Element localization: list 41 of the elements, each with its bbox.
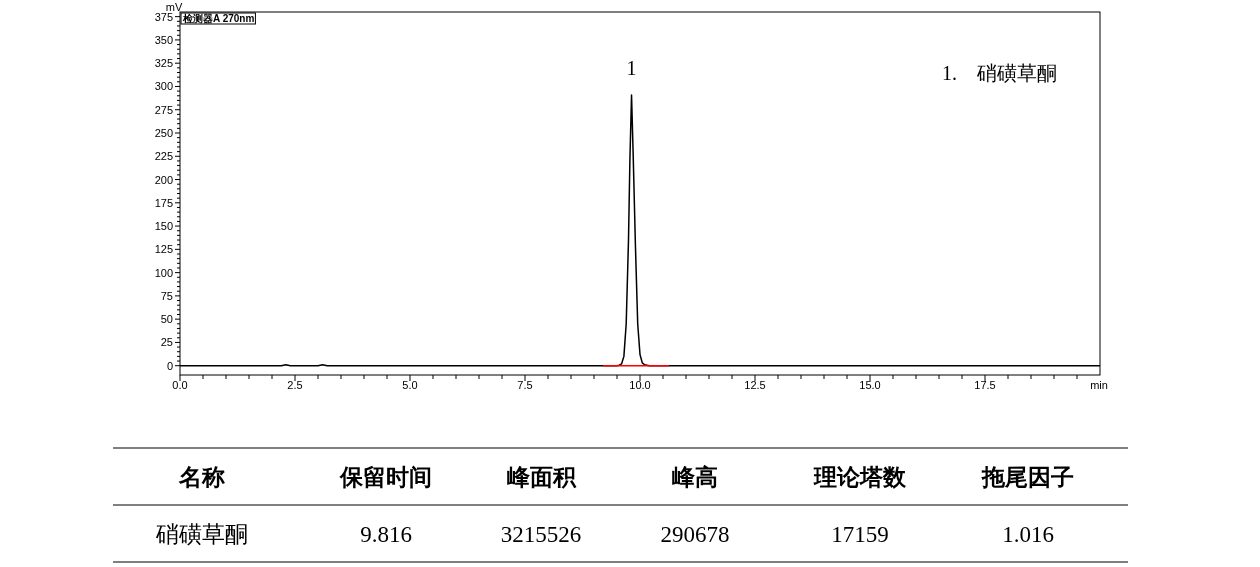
y-tick-label: 375 xyxy=(154,10,173,23)
x-tick-label: 15.0 xyxy=(859,379,881,391)
text: 17159 xyxy=(831,522,889,547)
y-tick-label: 350 xyxy=(154,33,173,46)
y-axis-title: mV xyxy=(165,1,183,13)
y-tick-label: 200 xyxy=(154,173,173,186)
y-tick-label: 225 xyxy=(154,150,173,163)
text: 3215526 xyxy=(500,522,582,547)
x-tick-label: 0.0 xyxy=(172,379,188,391)
y-tick-label: 25 xyxy=(160,336,173,349)
annotation: 检测器A 270nm xyxy=(182,13,255,24)
text: 峰面积 xyxy=(506,464,577,490)
y-tick-label: 50 xyxy=(160,313,173,326)
x-tick-label: 12.5 xyxy=(744,379,766,391)
y-tick-label: 0 xyxy=(166,359,173,372)
annotation: 1 xyxy=(626,57,637,80)
y-tick-label: 325 xyxy=(154,57,173,70)
y-tick-label: 150 xyxy=(154,220,173,233)
annotation: 1. 硝磺草酮 xyxy=(942,62,1057,84)
y-tick-label: 250 xyxy=(154,127,173,139)
x-tick-label: 5.0 xyxy=(402,379,418,391)
text: 硝磺草酮 xyxy=(155,522,248,547)
text: 拖尾因子 xyxy=(981,464,1074,490)
y-tick-label: 275 xyxy=(154,103,173,116)
y-tick-label: 125 xyxy=(154,243,173,256)
x-tick-label: 10.0 xyxy=(629,379,651,391)
y-tick-label: 100 xyxy=(154,266,173,279)
x-tick-label: 2.5 xyxy=(287,379,303,391)
text: 保留时间 xyxy=(339,464,432,490)
text: 峰高 xyxy=(672,464,718,490)
y-tick-label: 175 xyxy=(154,196,173,209)
x-tick-label: 17.5 xyxy=(974,379,996,391)
text: 理论塔数 xyxy=(813,464,907,490)
text: 名称 xyxy=(178,464,225,490)
x-tick-label: 7.5 xyxy=(517,379,533,391)
text: 9.816 xyxy=(360,522,412,547)
text: 1.016 xyxy=(1002,522,1054,547)
x-axis-title: min xyxy=(1090,379,1108,391)
text: 290678 xyxy=(660,522,730,547)
y-tick-label: 75 xyxy=(160,289,173,302)
y-tick-label: 300 xyxy=(154,80,173,93)
